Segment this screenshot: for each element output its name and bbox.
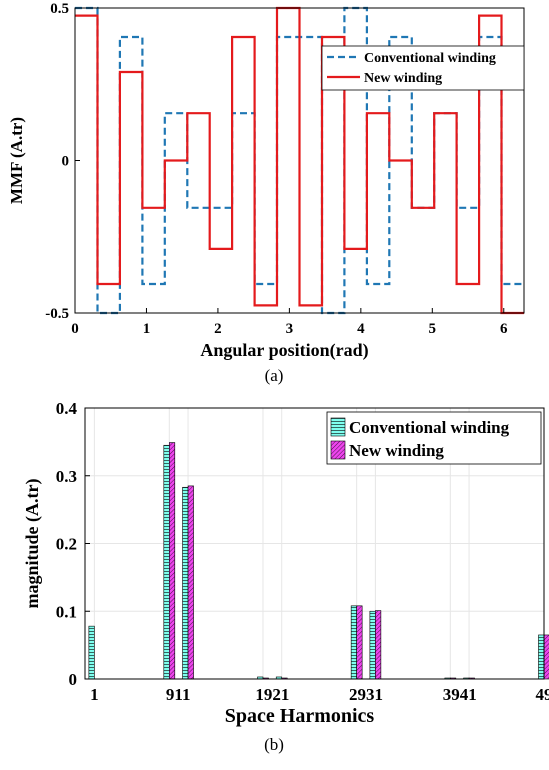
x-axis-title: Angular position(rad) (200, 340, 368, 361)
y-tick-label: -0.5 (45, 306, 69, 322)
x-tick-label: 0 (71, 321, 79, 337)
x-tick-label: 29 (349, 685, 366, 704)
series-line-new (75, 6, 524, 315)
bar-conventional-h9 (163, 444, 170, 680)
bar-new-h9 (169, 442, 176, 680)
bar-conventional-h49 (538, 634, 545, 680)
x-tick-label: 9 (166, 685, 175, 704)
x-tick-label: 31 (366, 685, 383, 704)
x-tick-label: 3 (286, 321, 294, 337)
bar-conventional-h31 (369, 610, 376, 680)
legend-label-new: New winding (349, 441, 444, 460)
x-tick-label: 49 (536, 685, 549, 704)
x-tick-label: 11 (174, 685, 190, 704)
x-tick-label: 6 (500, 321, 508, 337)
x-tick-label: 39 (443, 685, 460, 704)
series-line-conventional (75, 6, 524, 315)
panel-caption-b: (b) (264, 735, 284, 754)
bar-conventional-h1 (88, 625, 95, 680)
y-tick-label: 0.4 (56, 399, 78, 418)
y-tick-label: 0.1 (56, 602, 77, 621)
y-axis-title: magnitude (A.tr) (22, 479, 43, 609)
x-tick-label: 4 (357, 321, 365, 337)
y-axis-title: MMF (A.tr) (7, 117, 26, 204)
y-tick-label: 0.5 (50, 1, 69, 17)
bar-new-h29 (356, 605, 363, 680)
y-tick-label: 0 (69, 670, 78, 689)
y-tick-label: 0.2 (56, 535, 77, 554)
legend-label-conventional: Conventional winding (364, 51, 496, 66)
bar-new-h11 (187, 485, 194, 680)
y-tick-label: 0 (62, 154, 70, 170)
bar-new-h31 (375, 610, 382, 680)
y-tick-label: 0.3 (56, 467, 77, 486)
x-tick-label: 41 (460, 685, 477, 704)
x-tick-label: 19 (255, 685, 272, 704)
x-tick-label: 1 (90, 685, 99, 704)
legend-label-new: New winding (364, 71, 442, 86)
legend-box (321, 45, 525, 91)
legend-label-conventional: Conventional winding (349, 418, 510, 437)
x-tick-label: 2 (214, 321, 222, 337)
legend-swatch-conventional (330, 417, 346, 437)
x-tick-label: 5 (429, 321, 437, 337)
legend: Conventional winding New winding (326, 411, 542, 465)
bar-conventional-h11 (182, 486, 189, 680)
legend-box (326, 411, 542, 465)
legend-swatch-new (330, 440, 346, 460)
x-tick-label: 21 (272, 685, 289, 704)
bar-conventional-h29 (350, 605, 357, 680)
bar-new-h49 (543, 634, 549, 680)
x-tick-label: 1 (143, 321, 151, 337)
legend: Conventional winding New winding (321, 45, 525, 91)
panel-caption-a: (a) (265, 366, 284, 385)
x-axis-title: Space Harmonics (225, 705, 375, 727)
